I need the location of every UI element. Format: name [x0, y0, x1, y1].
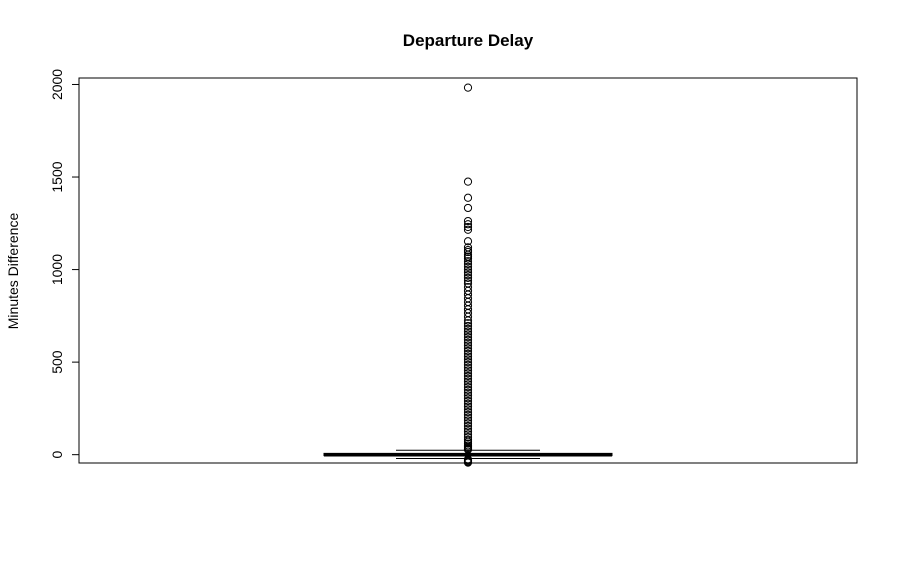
- outlier-point: [463, 383, 473, 392]
- outlier-point: [463, 330, 473, 339]
- outlier-point: [463, 83, 473, 92]
- outlier-point: [463, 394, 473, 403]
- outlier-point: [463, 388, 473, 397]
- outlier-point: [463, 220, 473, 229]
- outlier-point: [463, 262, 473, 271]
- outlier-point: [463, 327, 473, 336]
- y-tick-label: 1000: [49, 254, 65, 285]
- outlier-point: [463, 193, 473, 202]
- outlier-point: [463, 371, 473, 381]
- outlier-point: [463, 432, 473, 442]
- outlier-point: [463, 216, 473, 226]
- outlier-point: [463, 247, 473, 257]
- outlier-point: [463, 363, 473, 372]
- y-tick-label: 2000: [49, 69, 65, 100]
- outlier-point: [463, 355, 473, 364]
- y-tick-label: 500: [49, 350, 65, 374]
- outlier-point: [463, 391, 473, 400]
- outlier-point: [463, 421, 473, 431]
- outlier-point: [463, 427, 473, 436]
- outlier-point: [463, 335, 473, 345]
- outlier-point: [463, 405, 473, 414]
- outlier-point: [463, 380, 473, 389]
- chart-title: Departure Delay: [403, 31, 534, 50]
- outlier-point: [463, 399, 473, 408]
- outlier-point: [463, 177, 473, 186]
- outlier-point: [463, 265, 473, 274]
- outlier-point: [463, 271, 473, 280]
- outlier-point: [463, 413, 473, 422]
- outlier-point: [463, 419, 473, 428]
- outlier-point: [463, 344, 473, 353]
- outlier-point: [463, 369, 473, 378]
- outlier-point: [463, 276, 473, 285]
- outlier-point: [463, 410, 473, 419]
- outlier-point: [463, 366, 473, 375]
- y-axis-label: Minutes Difference: [5, 213, 21, 330]
- outlier-point: [463, 416, 473, 425]
- outlier-point: [463, 312, 473, 321]
- outlier-point: [463, 349, 473, 358]
- outlier-point: [463, 374, 473, 383]
- outlier-point: [463, 407, 473, 417]
- outlier-point: [463, 338, 473, 347]
- outlier-point: [463, 377, 473, 386]
- outlier-point: [463, 324, 473, 333]
- outlier-point: [463, 458, 473, 467]
- outlier-point: [463, 402, 473, 411]
- outlier-point: [463, 316, 473, 325]
- y-tick-label: 0: [49, 451, 65, 459]
- outlier-point: [463, 259, 473, 269]
- outlier-point: [463, 358, 473, 367]
- outlier-point: [463, 333, 473, 342]
- outlier-point: [463, 237, 473, 246]
- outlier-point: [463, 346, 473, 356]
- outlier-point: [463, 445, 473, 454]
- outlier-point: [463, 385, 473, 394]
- outlier-point: [463, 360, 473, 369]
- outlier-point: [463, 225, 473, 234]
- outlier-point: [463, 424, 473, 433]
- outlier-point: [463, 352, 473, 361]
- outlier-point: [463, 203, 473, 213]
- y-tick-label: 1500: [49, 161, 65, 192]
- outlier-point: [463, 396, 473, 406]
- outlier-points: [463, 83, 473, 467]
- outlier-point: [463, 273, 473, 283]
- y-axis: 0 500 1000 1500 2000: [49, 69, 80, 459]
- outlier-point: [463, 222, 473, 232]
- outlier-point: [463, 254, 473, 263]
- outlier-point: [463, 341, 473, 350]
- outlier-point: [463, 321, 473, 331]
- outlier-point: [463, 257, 473, 266]
- outlier-point: [463, 319, 473, 328]
- outlier-point: [463, 268, 473, 277]
